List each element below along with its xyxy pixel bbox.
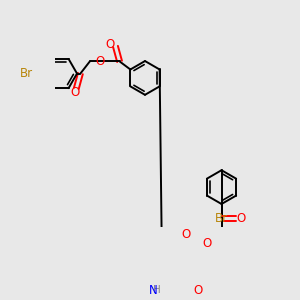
Text: O: O [182, 228, 191, 241]
Text: Br: Br [215, 212, 228, 225]
Text: O: O [237, 212, 246, 225]
Text: O: O [95, 55, 104, 68]
Text: O: O [202, 237, 212, 250]
Text: H: H [153, 285, 161, 296]
Text: O: O [70, 86, 80, 99]
Text: O: O [105, 38, 115, 51]
Text: N: N [148, 284, 157, 297]
Text: O: O [194, 284, 203, 297]
Text: Br: Br [20, 67, 33, 80]
